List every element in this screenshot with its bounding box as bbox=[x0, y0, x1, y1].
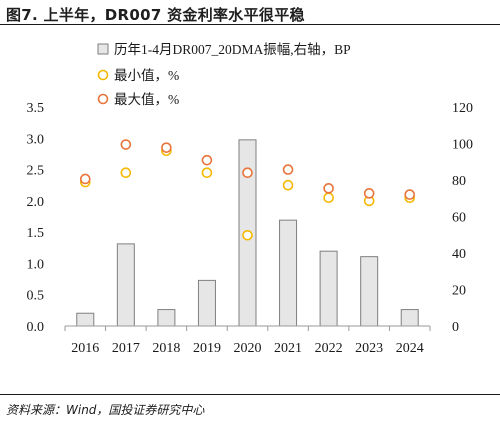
max-point-2022 bbox=[323, 183, 334, 194]
max-point-2021 bbox=[282, 164, 294, 175]
y-left-tick-label: 3.0 bbox=[27, 132, 45, 147]
x-tick-label-2017: 2017 bbox=[112, 341, 140, 356]
bar-2023 bbox=[360, 256, 379, 327]
x-tick-label-2016: 2016 bbox=[71, 341, 99, 356]
y-left-tick-label: 0.0 bbox=[27, 320, 45, 335]
point-series bbox=[79, 139, 416, 241]
legend-min-marker bbox=[97, 69, 109, 81]
y-left-tick-label: 3.5 bbox=[27, 101, 45, 116]
bar-2016 bbox=[76, 312, 95, 327]
y-left-tick-label: 1.0 bbox=[27, 257, 45, 272]
x-tick-label-2023: 2023 bbox=[355, 341, 383, 356]
y-left-tick-label: 0.5 bbox=[27, 289, 45, 304]
min-point-2022 bbox=[323, 192, 334, 204]
x-tick-label-2020: 2020 bbox=[234, 341, 262, 356]
y-axis-left: 0.0 0.5 1.0 1.5 2.0 2.5 3.0 3.5 bbox=[27, 101, 45, 335]
y-right-tick-label: 40 bbox=[452, 247, 466, 262]
x-tick-label-2022: 2022 bbox=[315, 341, 343, 356]
bar-2017 bbox=[116, 243, 135, 327]
min-point-2019 bbox=[201, 167, 213, 178]
y-right-tick-label: 60 bbox=[452, 211, 466, 226]
source-rule bbox=[0, 394, 500, 395]
max-point-2023 bbox=[363, 188, 375, 199]
max-point-2017 bbox=[120, 139, 132, 150]
max-point-2018 bbox=[161, 142, 172, 153]
bar-2018 bbox=[157, 309, 176, 327]
bar-2021 bbox=[279, 219, 298, 327]
y-right-tick-label: 120 bbox=[452, 101, 473, 116]
min-point-2021 bbox=[282, 179, 294, 191]
x-tick-labels: 2016 2017 2018 2019 2020 2021 2022 2023 2024 bbox=[71, 341, 423, 356]
source-note: 资料来源：Wind，国投证券研究中心 bbox=[6, 403, 205, 417]
bar-2024 bbox=[400, 309, 419, 327]
title-rule bbox=[0, 24, 500, 25]
legend-bar-label: 历年1-4月DR007_20DMA振幅,右轴，BP bbox=[114, 42, 351, 57]
bar-2022 bbox=[319, 250, 338, 327]
legend: 历年1-4月DR007_20DMA振幅,右轴，BP 最小值，% 最大值，% bbox=[97, 42, 351, 107]
y-right-tick-label: 0 bbox=[452, 320, 459, 335]
max-point-2020 bbox=[242, 167, 253, 178]
y-left-tick-label: 1.5 bbox=[27, 226, 45, 241]
y-left-tick-label: 2.0 bbox=[27, 195, 45, 210]
figure-title: 图7. 上半年，DR007 资金利率水平很平稳 bbox=[6, 6, 305, 24]
bar-2019 bbox=[197, 279, 216, 327]
max-point-2019 bbox=[201, 154, 213, 166]
x-tick-label-2018: 2018 bbox=[152, 341, 180, 356]
legend-bar-swatch bbox=[97, 43, 109, 55]
max-point-2016 bbox=[79, 173, 91, 185]
x-tick-label-2021: 2021 bbox=[274, 341, 302, 356]
y-right-tick-label: 20 bbox=[452, 284, 466, 299]
min-point-2020 bbox=[242, 229, 253, 241]
x-axis bbox=[64, 325, 431, 331]
x-tick-label-2024: 2024 bbox=[396, 341, 424, 356]
y-right-tick-label: 100 bbox=[452, 138, 473, 153]
legend-min-label: 最小值，% bbox=[114, 68, 179, 83]
x-tick-label-2019: 2019 bbox=[193, 341, 221, 356]
max-point-2024 bbox=[404, 189, 416, 200]
y-left-tick-label: 2.5 bbox=[27, 164, 45, 179]
min-point-2017 bbox=[120, 167, 132, 178]
y-right-tick-label: 80 bbox=[452, 174, 466, 189]
y-axis-right: 0 20 40 60 80 100 120 bbox=[452, 101, 473, 335]
legend-max-label: 最大值，% bbox=[114, 92, 179, 107]
legend-max-marker bbox=[97, 93, 109, 105]
